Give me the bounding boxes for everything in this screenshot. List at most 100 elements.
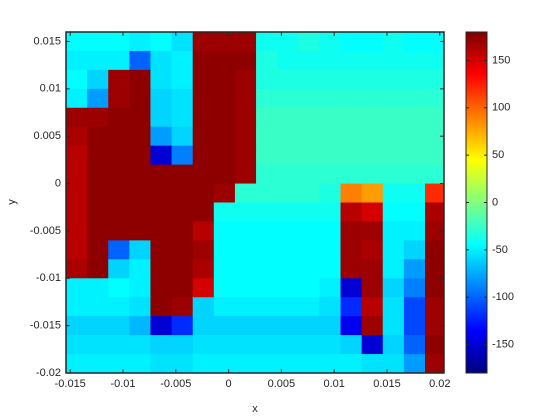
heatmap-cell <box>424 221 444 241</box>
heatmap-cell <box>361 278 384 298</box>
heatmap-cell <box>66 88 88 109</box>
heatmap-cell <box>298 297 321 317</box>
heatmap-cell <box>319 69 342 90</box>
heatmap-cell <box>319 335 342 355</box>
heatmap-cell <box>256 202 278 223</box>
heatmap-cell <box>256 88 278 109</box>
heatmap-cell <box>234 316 257 336</box>
heatmap-cell <box>108 88 130 109</box>
heatmap-cell <box>424 316 444 336</box>
heatmap-cell <box>256 259 278 279</box>
heatmap-cell <box>192 145 215 166</box>
heatmap-cell <box>150 88 173 109</box>
y-axis-label: y <box>6 199 18 205</box>
heatmap-cell <box>340 278 363 298</box>
heatmap-cell <box>192 240 215 260</box>
heatmap-cell <box>382 297 405 317</box>
heatmap-cell <box>340 164 363 185</box>
heatmap-cell <box>361 126 384 147</box>
heatmap-cell <box>424 297 444 317</box>
heatmap-cell <box>87 316 109 336</box>
heatmap-cell <box>150 50 173 71</box>
heatmap-cell <box>319 145 342 166</box>
heatmap-cell <box>256 164 278 185</box>
heatmap-cell <box>403 50 426 71</box>
heatmap-cell <box>213 259 236 279</box>
heatmap-cell <box>150 259 173 279</box>
heatmap-cell <box>403 69 426 90</box>
heatmap-cell <box>129 32 152 52</box>
heatmap-cell <box>361 32 384 52</box>
heatmap-cell <box>66 164 88 185</box>
heatmap-cell <box>150 354 173 373</box>
heatmap-cell <box>382 145 405 166</box>
heatmap-cell <box>87 88 109 109</box>
heatmap-cell <box>129 183 152 204</box>
heatmap-cell <box>213 240 236 260</box>
heatmap-cell <box>298 240 321 260</box>
heatmap-cell <box>213 354 236 373</box>
heatmap-cell <box>319 259 342 279</box>
heatmap-cell <box>361 259 384 279</box>
heatmap-cell <box>361 164 384 185</box>
heatmap-cell <box>213 107 236 128</box>
heatmap-cell <box>66 354 88 373</box>
heatmap-cell <box>277 278 299 298</box>
heatmap-cell <box>129 126 152 147</box>
heatmap-cell <box>192 259 215 279</box>
heatmap-cell <box>234 221 257 241</box>
heatmap-cell <box>87 164 109 185</box>
heatmap-cell <box>234 297 257 317</box>
heatmap-cell <box>340 88 363 109</box>
heatmap-cell <box>234 183 257 204</box>
heatmap-cell <box>171 69 194 90</box>
heatmap-cell <box>234 50 257 71</box>
heatmap-cell <box>424 145 444 166</box>
heatmap-cell <box>87 297 109 317</box>
heatmap-cell <box>340 259 363 279</box>
heatmap-cell <box>361 88 384 109</box>
y-tick-label: -0.015 <box>30 320 61 332</box>
heatmap-cell <box>424 126 444 147</box>
heatmap-cell <box>234 335 257 355</box>
heatmap-cell <box>234 32 257 52</box>
heatmap-cell <box>108 297 130 317</box>
heatmap-cell <box>192 164 215 185</box>
heatmap-cell <box>382 183 405 204</box>
heatmap-cell <box>319 50 342 71</box>
heatmap-cell <box>87 50 109 71</box>
heatmap-cell <box>382 240 405 260</box>
heatmap-cell <box>424 335 444 355</box>
heatmap-cell <box>234 240 257 260</box>
y-tick-label: -0.01 <box>36 272 61 284</box>
heatmap-cell <box>319 183 342 204</box>
heatmap-cell <box>171 354 194 373</box>
heatmap-cell <box>382 32 405 52</box>
heatmap-cell <box>213 145 236 166</box>
heatmap-cell <box>192 88 215 109</box>
heatmap-cell <box>298 88 321 109</box>
heatmap-cell <box>213 316 236 336</box>
heatmap-cell <box>256 126 278 147</box>
heatmap-cell <box>213 183 236 204</box>
heatmap-cell <box>340 221 363 241</box>
heatmap-cell <box>87 126 109 147</box>
x-tick-label: 0.01 <box>323 378 344 390</box>
heatmap-cell <box>403 126 426 147</box>
y-tick-label: 0.01 <box>40 83 61 95</box>
heatmap-cell <box>87 183 109 204</box>
y-tick-label: 0.015 <box>33 35 61 47</box>
heatmap-cell <box>129 50 152 71</box>
heatmap-cell <box>424 354 444 373</box>
heatmap-cell <box>213 297 236 317</box>
heatmap-cell <box>150 278 173 298</box>
heatmap-cell <box>108 164 130 185</box>
heatmap-cell <box>150 32 173 52</box>
heatmap-cell <box>66 240 88 260</box>
heatmap-cell <box>87 221 109 241</box>
colorbar-tick-label: -50 <box>492 244 508 256</box>
heatmap-cell <box>424 240 444 260</box>
heatmap-cell <box>403 297 426 317</box>
heatmap-cell <box>403 202 426 223</box>
heatmap-cell <box>340 32 363 52</box>
